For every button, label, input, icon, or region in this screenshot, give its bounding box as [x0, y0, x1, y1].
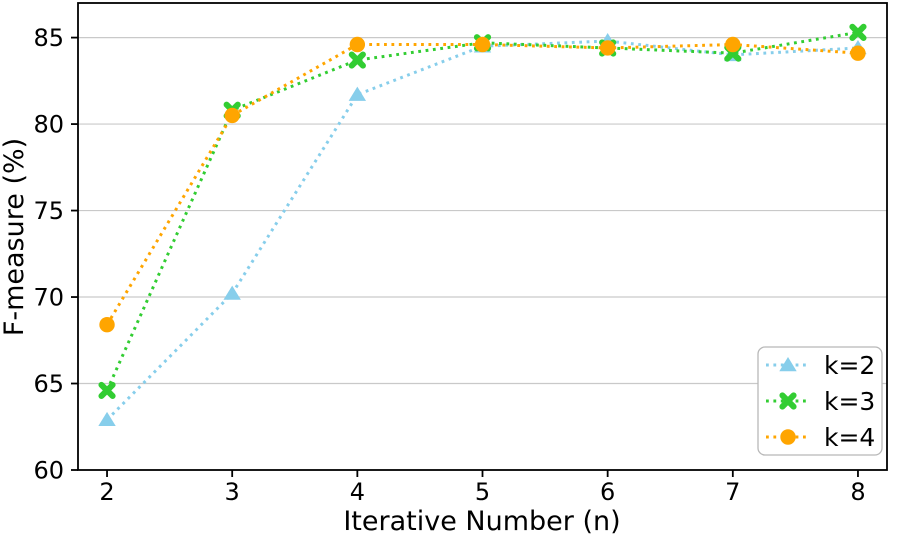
series-k4-line — [105, 43, 859, 326]
x-tick-label: 7 — [725, 478, 740, 506]
x-tick-label: 2 — [99, 478, 114, 506]
x-tick-label: 4 — [350, 478, 365, 506]
x-tick-label: 8 — [850, 478, 865, 506]
legend: k=2 k=3 k=4 — [757, 346, 883, 456]
series-k3-line — [105, 30, 859, 392]
series-k4-marker — [599, 40, 616, 56]
series-k2-marker — [348, 86, 367, 101]
series-k4-marker — [474, 36, 491, 53]
axes-layer: 60 65 70 75 80 85 2 3 4 5 6 7 8 — [33, 2, 888, 506]
x-axis-label: Iterative Number (n) — [343, 506, 620, 537]
legend-frame — [757, 346, 883, 456]
series-layer — [98, 23, 867, 427]
series-k4-marker — [725, 36, 741, 53]
y-tick-label: 65 — [33, 370, 64, 398]
y-tick-label: 75 — [33, 197, 64, 225]
legend-marker-k3 — [779, 392, 797, 410]
series-k2-line — [105, 39, 859, 421]
series-k4-marker — [99, 317, 115, 333]
series-k3-marker — [98, 381, 116, 400]
legend-label: k=4 — [824, 423, 875, 452]
legend-item-k3: k=3 — [766, 387, 875, 416]
legend-label: k=2 — [824, 351, 875, 380]
y-tick-label: 85 — [33, 24, 64, 52]
y-tick-label: 60 — [33, 457, 64, 485]
legend-item-k4: k=4 — [766, 423, 875, 452]
gridlines-layer — [78, 36, 887, 385]
x-tick-label: 5 — [475, 478, 490, 506]
series-k4-marker — [349, 36, 366, 53]
x-tick-label: 6 — [600, 478, 615, 506]
legend-label: k=3 — [824, 387, 875, 416]
legend-item-k2: k=2 — [766, 351, 875, 380]
y-tick-label: 70 — [33, 284, 64, 312]
series-k2-marker — [98, 411, 116, 427]
y-axis-label: F-measure (%) — [0, 138, 30, 336]
legend-marker-k2 — [779, 357, 797, 372]
series-k4-marker — [850, 45, 866, 61]
series-k3-marker — [348, 51, 366, 69]
series-k3-marker — [849, 23, 867, 42]
series-k4-marker — [224, 107, 240, 124]
y-tick-label: 80 — [33, 111, 64, 139]
series-k2-marker — [223, 285, 241, 300]
x-tick-label: 3 — [225, 478, 240, 506]
legend-marker-k4 — [780, 429, 796, 445]
